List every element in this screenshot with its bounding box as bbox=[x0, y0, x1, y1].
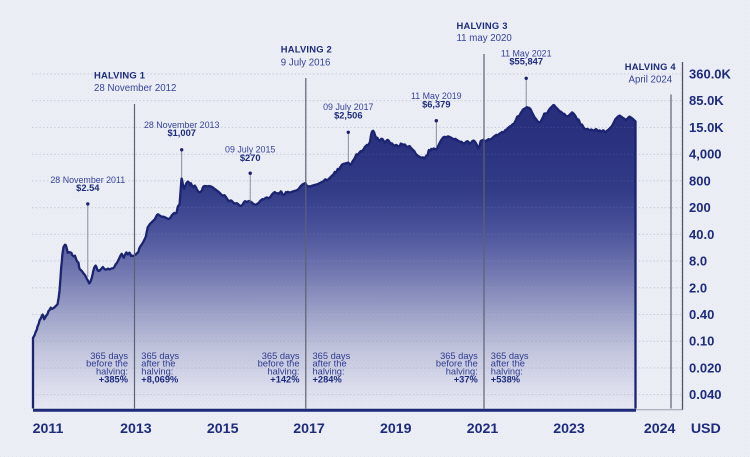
svg-text:365 days: 365 days bbox=[440, 351, 478, 361]
svg-text:halving:: halving: bbox=[491, 367, 523, 377]
svg-text:85.0K: 85.0K bbox=[689, 93, 724, 108]
svg-text:HALVING 4: HALVING 4 bbox=[625, 61, 677, 72]
svg-text:09 July 2015: 09 July 2015 bbox=[225, 145, 275, 155]
svg-text:28 November 2013: 28 November 2013 bbox=[144, 120, 220, 130]
svg-text:2021: 2021 bbox=[467, 421, 499, 437]
svg-text:800: 800 bbox=[689, 173, 711, 188]
svg-text:after the: after the bbox=[491, 359, 525, 369]
svg-text:+538%: +538% bbox=[491, 375, 521, 385]
svg-text:40.0: 40.0 bbox=[689, 227, 714, 242]
svg-text:halving:: halving: bbox=[96, 367, 128, 377]
svg-text:halving:: halving: bbox=[141, 367, 173, 377]
svg-text:365 days: 365 days bbox=[90, 351, 128, 361]
svg-text:HALVING 1: HALVING 1 bbox=[94, 69, 145, 80]
svg-text:$2.54: $2.54 bbox=[76, 183, 100, 193]
svg-text:+37%: +37% bbox=[454, 375, 479, 385]
svg-text:halving:: halving: bbox=[446, 367, 478, 377]
svg-text:2013: 2013 bbox=[120, 421, 152, 437]
svg-text:360.0K: 360.0K bbox=[689, 67, 732, 82]
svg-text:0.10: 0.10 bbox=[689, 334, 714, 349]
svg-text:11 may 2020: 11 may 2020 bbox=[457, 33, 513, 44]
svg-text:+142%: +142% bbox=[270, 375, 300, 385]
svg-text:$270: $270 bbox=[240, 153, 261, 163]
svg-text:HALVING 3: HALVING 3 bbox=[457, 20, 508, 31]
svg-text:8.0: 8.0 bbox=[689, 254, 707, 269]
svg-text:9 July 2016: 9 July 2016 bbox=[281, 57, 331, 68]
svg-text:2017: 2017 bbox=[293, 421, 325, 437]
svg-text:before the: before the bbox=[436, 359, 478, 369]
svg-text:before the: before the bbox=[258, 359, 300, 369]
svg-text:+284%: +284% bbox=[313, 375, 343, 385]
svg-text:2011: 2011 bbox=[33, 421, 64, 437]
svg-text:+385%: +385% bbox=[99, 375, 129, 385]
svg-text:$2,506: $2,506 bbox=[334, 110, 362, 120]
svg-text:USD: USD bbox=[691, 421, 721, 437]
svg-text:365 days: 365 days bbox=[262, 351, 300, 361]
svg-text:$6,379: $6,379 bbox=[422, 99, 450, 109]
svg-text:2023: 2023 bbox=[553, 421, 585, 437]
svg-text:after the: after the bbox=[313, 359, 347, 369]
svg-text:0.020: 0.020 bbox=[689, 360, 722, 375]
svg-text:4,000: 4,000 bbox=[689, 147, 722, 162]
svg-text:after the: after the bbox=[141, 359, 175, 369]
svg-text:HALVING 2: HALVING 2 bbox=[281, 44, 332, 55]
svg-text:28 November 2012: 28 November 2012 bbox=[94, 83, 176, 94]
svg-text:2019: 2019 bbox=[380, 421, 412, 437]
svg-text:365 days: 365 days bbox=[313, 351, 351, 361]
svg-text:2024: 2024 bbox=[644, 421, 676, 437]
svg-text:halving:: halving: bbox=[267, 367, 299, 377]
svg-text:$55,847: $55,847 bbox=[509, 57, 543, 67]
svg-text:200: 200 bbox=[689, 200, 711, 215]
svg-text:11 May 2021: 11 May 2021 bbox=[501, 48, 552, 58]
svg-text:before the: before the bbox=[86, 359, 128, 369]
svg-text:2.0: 2.0 bbox=[689, 280, 707, 295]
svg-text:28 November 2011: 28 November 2011 bbox=[50, 175, 125, 185]
svg-text:+8,069%: +8,069% bbox=[141, 375, 179, 385]
svg-text:April 2024: April 2024 bbox=[628, 75, 672, 86]
svg-text:365 days: 365 days bbox=[141, 351, 179, 361]
svg-text:halving:: halving: bbox=[313, 367, 345, 377]
svg-text:0.040: 0.040 bbox=[689, 387, 722, 402]
svg-text:11 May 2019: 11 May 2019 bbox=[411, 91, 462, 101]
svg-text:$1,007: $1,007 bbox=[167, 128, 195, 138]
svg-text:0.40: 0.40 bbox=[689, 307, 714, 322]
svg-text:2015: 2015 bbox=[207, 421, 239, 437]
svg-text:365 days: 365 days bbox=[491, 351, 529, 361]
svg-text:15.0K: 15.0K bbox=[689, 120, 724, 135]
svg-text:09 July 2017: 09 July 2017 bbox=[323, 102, 373, 112]
